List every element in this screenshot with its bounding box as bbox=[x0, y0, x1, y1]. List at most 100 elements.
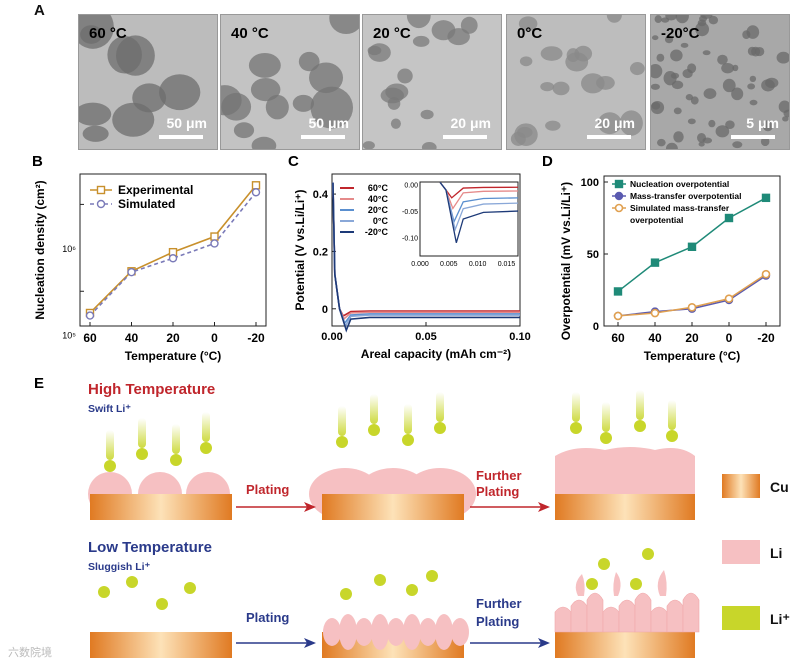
li-dendrite bbox=[650, 606, 668, 633]
inset-series-line bbox=[439, 182, 519, 243]
sem-grain bbox=[431, 20, 456, 41]
x-tick-label: 0 bbox=[726, 331, 733, 345]
scale-bar bbox=[159, 135, 203, 139]
legend-label: Experimental bbox=[118, 183, 193, 197]
sem-grain bbox=[690, 96, 699, 105]
scale-bar bbox=[443, 135, 487, 139]
panel-letter: D bbox=[542, 153, 553, 170]
x-tick-label: 20 bbox=[685, 331, 699, 345]
sem-image-0: 60 °C 50 μm bbox=[78, 14, 218, 150]
sem-grain bbox=[715, 125, 730, 138]
sem-grain bbox=[565, 52, 589, 72]
panel-letter: E bbox=[34, 375, 44, 392]
sem-grain bbox=[651, 83, 660, 90]
scale-bar bbox=[587, 135, 631, 139]
data-point bbox=[724, 213, 734, 223]
plating-label-low: Plating bbox=[246, 610, 289, 625]
scale-bar-label: 20 μm bbox=[594, 115, 635, 131]
data-point bbox=[650, 308, 660, 318]
sem-grain bbox=[552, 81, 570, 96]
y-tick-label: 0.2 bbox=[313, 246, 328, 258]
sem-grain bbox=[722, 78, 736, 93]
sem-grain bbox=[665, 15, 677, 21]
li-ion bbox=[570, 422, 582, 434]
x-tick-label: 60 bbox=[611, 331, 625, 345]
legend-cu-swatch bbox=[722, 474, 760, 498]
legend-label: -20°C bbox=[365, 227, 389, 237]
li-deposit bbox=[419, 618, 437, 646]
li-ion-trail bbox=[202, 412, 210, 442]
legend-label: Simulated mass-transfer bbox=[630, 203, 730, 213]
sem-grain bbox=[702, 50, 711, 56]
panel-a-letter: A bbox=[34, 2, 45, 19]
arrow-head bbox=[538, 502, 550, 512]
x-tick-label: 0.00 bbox=[321, 331, 342, 343]
x-tick-label: 0.05 bbox=[415, 331, 436, 343]
legend-label: 60°C bbox=[368, 183, 389, 193]
inset-x-tick-label: 0.000 bbox=[411, 261, 429, 268]
arrow-head bbox=[538, 638, 550, 648]
data-point bbox=[650, 258, 660, 267]
swift-li-label: Swift Li⁺ bbox=[88, 403, 131, 415]
x-tick-label: 40 bbox=[648, 331, 662, 345]
li-ion bbox=[666, 430, 678, 442]
li-ion bbox=[184, 582, 196, 594]
sem-temp-label: 0°C bbox=[517, 25, 543, 42]
y-axis-label: Potential (V vs.Li/Li⁺) bbox=[293, 189, 307, 310]
data-point bbox=[96, 199, 106, 209]
sem-grain bbox=[248, 52, 281, 78]
sem-grain bbox=[233, 122, 255, 139]
data-point bbox=[687, 242, 697, 252]
inset-frame bbox=[419, 181, 519, 257]
x-tick-label: 0.10 bbox=[509, 331, 530, 343]
sem-grain bbox=[329, 15, 359, 35]
sem-grain bbox=[665, 142, 678, 149]
scale-bar-label: 5 μm bbox=[746, 115, 779, 131]
legend-li-ion-swatch bbox=[722, 606, 760, 630]
inset-x-tick-label: 0.015 bbox=[498, 261, 516, 268]
sem-image-3: 0°C 20 μm bbox=[506, 14, 646, 150]
sem-grain bbox=[514, 123, 538, 147]
sem-grain bbox=[765, 77, 779, 88]
sem-grain bbox=[367, 45, 382, 56]
sem-grain bbox=[702, 137, 713, 144]
x-tick-label: 20 bbox=[166, 331, 180, 345]
sem-grain bbox=[159, 74, 201, 111]
y-tick-label: 50 bbox=[587, 249, 599, 261]
li-ion bbox=[104, 460, 116, 472]
li-ion-trail bbox=[602, 402, 610, 432]
li-ion-trail bbox=[404, 404, 412, 434]
scale-bar-label: 50 μm bbox=[308, 115, 349, 131]
li-ion-trail bbox=[572, 392, 580, 422]
sem-grain bbox=[656, 53, 665, 62]
x-axis-label: Areal capacity (mAh cm⁻²) bbox=[361, 347, 511, 361]
li-ion-trail bbox=[172, 424, 180, 454]
sem-grain bbox=[717, 54, 728, 65]
sem-grain bbox=[751, 46, 761, 57]
scale-bar-label: 50 μm bbox=[166, 115, 207, 131]
sem-grain bbox=[664, 35, 674, 44]
li-deposit bbox=[355, 618, 373, 646]
li-dendrite-tip bbox=[575, 574, 585, 596]
li-ion bbox=[374, 574, 386, 586]
sem-grain bbox=[680, 42, 689, 48]
li-ion bbox=[586, 578, 598, 590]
sem-grain bbox=[670, 49, 683, 62]
sem-texture bbox=[363, 15, 478, 149]
sem-grain bbox=[397, 68, 413, 84]
data-point bbox=[168, 254, 178, 263]
y-tick-label: 10⁵ bbox=[62, 331, 76, 341]
sem-temp-label: 60 °C bbox=[89, 25, 127, 42]
sem-texture bbox=[510, 15, 645, 147]
sem-grain bbox=[387, 97, 401, 110]
data-point bbox=[251, 188, 261, 197]
li-dendrite-tip bbox=[613, 572, 621, 596]
sem-grain bbox=[82, 125, 109, 142]
sem-grain bbox=[708, 15, 719, 25]
sem-grain bbox=[597, 112, 622, 135]
li-ion bbox=[434, 422, 446, 434]
sem-grain bbox=[545, 120, 561, 131]
sem-image-1: 40 °C 50 μm bbox=[220, 14, 360, 150]
legend-label: overpotential bbox=[630, 215, 683, 225]
plating-label-low-2: Plating bbox=[476, 614, 519, 629]
